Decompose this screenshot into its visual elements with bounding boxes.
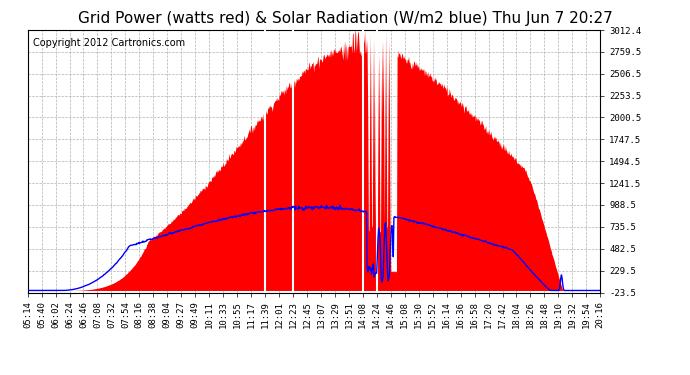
Text: Grid Power (watts red) & Solar Radiation (W/m2 blue) Thu Jun 7 20:27: Grid Power (watts red) & Solar Radiation…: [77, 11, 613, 26]
Text: Copyright 2012 Cartronics.com: Copyright 2012 Cartronics.com: [33, 38, 186, 48]
